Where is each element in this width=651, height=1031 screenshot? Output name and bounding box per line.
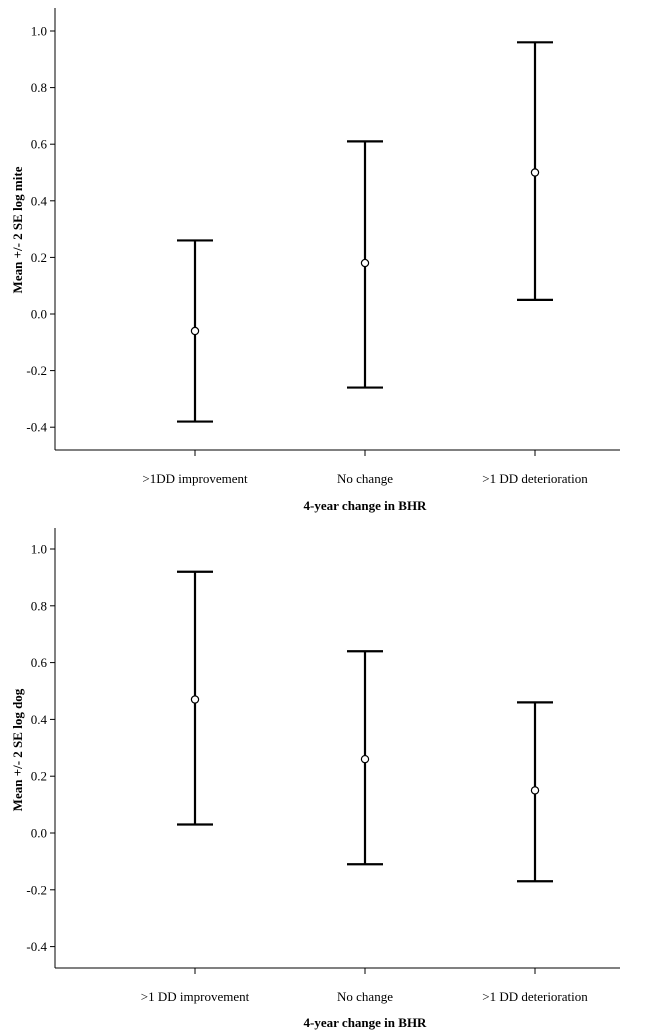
error-bar-group	[347, 140, 383, 389]
mean-point-marker	[530, 786, 540, 795]
error-bar-group	[517, 41, 553, 301]
y-tick-label: 0.2	[31, 250, 47, 265]
y-tick-label: -0.2	[26, 882, 47, 897]
y-axis-title: Mean +/- 2 SE log mite	[10, 166, 25, 293]
y-axis-title: Mean +/- 2 SE log dog	[10, 688, 25, 811]
mean-point-marker	[190, 695, 200, 704]
y-tick-label: -0.4	[26, 939, 47, 954]
x-axis-title: 4-year change in BHR	[304, 498, 428, 513]
x-tick-label: >1 DD deterioration	[482, 989, 588, 1004]
x-tick-label: >1 DD improvement	[141, 989, 250, 1004]
y-tick-label: 0.6	[31, 655, 48, 670]
error-bar-group	[177, 570, 213, 826]
error-bar-group	[177, 239, 213, 423]
y-tick-label: 0.8	[31, 80, 47, 95]
y-tick-label: -0.2	[26, 363, 47, 378]
y-tick-label: 0.8	[31, 598, 47, 613]
x-tick-label: >1 DD deterioration	[482, 471, 588, 486]
x-tick-label: >1DD improvement	[142, 471, 248, 486]
y-tick-label: -0.4	[26, 420, 47, 435]
y-tick-label: 0.6	[31, 137, 48, 152]
error-bar-group	[517, 701, 553, 883]
y-tick-label: 0.0	[31, 826, 47, 841]
x-tick-label: No change	[337, 989, 393, 1004]
mean-point-marker	[360, 258, 370, 268]
y-tick-label: 1.0	[31, 542, 47, 557]
chart-panel-2: 1.0 0.8 0.6 0.4 0.2 0.0 -0.2 -0.4 >1 DD improvem…	[10, 528, 620, 1030]
x-tick-label: No change	[337, 471, 393, 486]
y-tick-label: 0.0	[31, 307, 47, 322]
x-axis-title: 4-year change in BHR	[304, 1015, 428, 1030]
mean-point-marker	[190, 326, 200, 336]
y-tick-label: 0.4	[31, 712, 48, 727]
mean-point-marker	[360, 754, 370, 764]
mean-point-marker	[530, 168, 540, 177]
y-tick-label: 0.2	[31, 769, 47, 784]
error-bar-group	[347, 650, 383, 866]
y-tick-label: 1.0	[31, 24, 47, 39]
chart-panel-1: 1.0 0.8 0.6 0.4 0.2 0.0 -0.2 -0.4 >1DD improveme…	[10, 8, 620, 513]
y-tick-label: 0.4	[31, 193, 48, 208]
